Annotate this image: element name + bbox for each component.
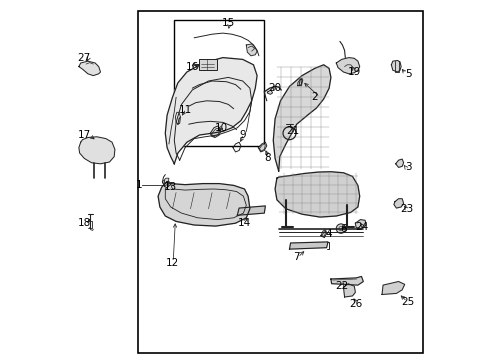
Polygon shape (165, 58, 257, 164)
Polygon shape (321, 231, 325, 236)
Polygon shape (79, 137, 115, 164)
Polygon shape (259, 145, 265, 151)
Text: 13: 13 (164, 182, 177, 192)
Text: 11: 11 (178, 105, 191, 115)
Polygon shape (158, 182, 249, 226)
Polygon shape (266, 90, 272, 94)
Bar (174, 20, 264, 146)
Text: 9: 9 (239, 130, 245, 140)
Bar (138, 11, 422, 353)
Text: 17: 17 (78, 130, 91, 140)
Text: 1: 1 (136, 180, 142, 190)
Text: 10: 10 (214, 123, 227, 133)
Polygon shape (79, 61, 101, 76)
Text: 4: 4 (325, 229, 332, 239)
Polygon shape (237, 206, 265, 215)
Text: 14: 14 (237, 218, 251, 228)
Text: 8: 8 (264, 153, 271, 163)
Polygon shape (273, 65, 330, 171)
Text: 26: 26 (349, 299, 362, 309)
Text: 19: 19 (347, 67, 360, 77)
Polygon shape (297, 79, 302, 86)
Text: 20: 20 (268, 83, 281, 93)
Text: 3: 3 (404, 162, 411, 172)
Text: 6: 6 (340, 224, 346, 234)
Text: 2: 2 (311, 92, 317, 102)
Polygon shape (395, 159, 403, 167)
Text: 22: 22 (334, 281, 347, 291)
Polygon shape (381, 282, 404, 294)
Text: 16: 16 (185, 62, 199, 72)
Text: 23: 23 (399, 204, 412, 214)
Bar (199, 59, 216, 70)
Text: 21: 21 (286, 126, 299, 136)
Circle shape (336, 224, 345, 233)
Text: 15: 15 (221, 18, 234, 28)
Text: 27: 27 (78, 53, 91, 63)
Text: 12: 12 (165, 258, 179, 268)
Polygon shape (390, 60, 400, 72)
Polygon shape (275, 172, 359, 217)
Polygon shape (330, 276, 363, 285)
Text: 18: 18 (78, 218, 91, 228)
Polygon shape (211, 128, 220, 137)
Polygon shape (393, 199, 403, 208)
Polygon shape (343, 284, 355, 297)
Text: 24: 24 (354, 222, 367, 232)
Text: 5: 5 (404, 69, 411, 79)
Polygon shape (289, 242, 327, 249)
Polygon shape (162, 178, 168, 186)
Polygon shape (355, 220, 366, 229)
Polygon shape (246, 44, 257, 56)
Text: 7: 7 (293, 252, 300, 262)
Text: 25: 25 (401, 297, 414, 307)
Polygon shape (336, 58, 359, 74)
